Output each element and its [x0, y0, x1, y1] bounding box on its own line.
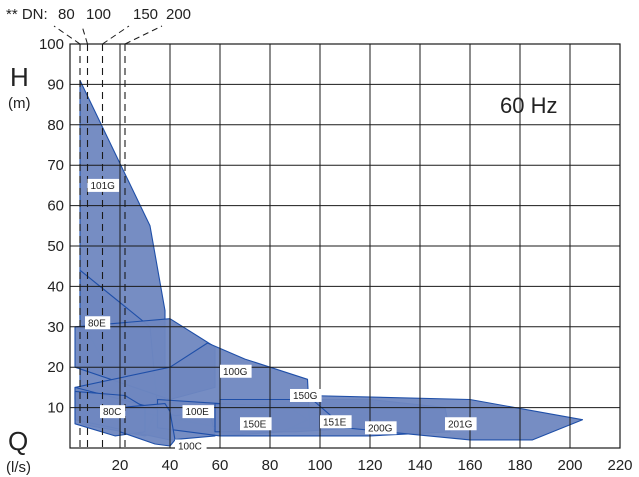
pump-label-box	[445, 417, 477, 431]
x-tick-label: 60	[212, 457, 229, 474]
y-axis-unit: (m)	[8, 95, 31, 112]
y-tick-label: 20	[47, 359, 64, 376]
dn-prefix: ** DN:	[6, 6, 48, 23]
pump-label: 100E	[186, 407, 210, 418]
pump-label-box	[175, 439, 207, 453]
dn-label: 80	[58, 6, 75, 23]
y-tick-label: 30	[47, 319, 64, 336]
pump-label: 201G	[448, 419, 473, 430]
x-axis-letter: Q	[8, 426, 28, 456]
tick-labels: 20 40 60 80 100 120 140 160 180 200 220 10 20 30 40 50 6…	[39, 36, 633, 474]
pump-label: 100G	[223, 367, 248, 378]
y-tick-label: 50	[47, 238, 64, 255]
frequency-label: 60 Hz	[500, 93, 557, 118]
pump-label-box	[240, 417, 272, 431]
pump-label: 100C	[178, 442, 202, 453]
dn-lines: 80 100 150 200	[53, 6, 191, 448]
x-axis-unit: (l/s)	[6, 459, 31, 476]
y-tick-label: 10	[47, 400, 64, 417]
x-tick-label: 160	[457, 457, 482, 474]
x-tick-label: 20	[112, 457, 129, 474]
pump-label: 150E	[243, 419, 267, 430]
y-tick-label: 70	[47, 157, 64, 174]
pump-label-box	[85, 316, 111, 330]
pump-label: 80E	[88, 318, 106, 329]
pump-label: 151E	[323, 417, 347, 428]
y-tick-label: 60	[47, 198, 64, 215]
x-tick-label: 100	[307, 457, 332, 474]
pump-label-box	[220, 364, 252, 378]
dn-leader	[124, 25, 163, 45]
y-axis-letter: H	[10, 62, 29, 92]
y-tick-label: 80	[47, 117, 64, 134]
dn-leader	[53, 25, 81, 45]
x-tick-label: 80	[262, 457, 279, 474]
x-tick-label: 180	[507, 457, 532, 474]
pump-label-box	[87, 178, 120, 192]
grid	[69, 43, 621, 449]
x-tick-label: 220	[607, 457, 632, 474]
y-tick-label: 40	[47, 278, 64, 295]
dn-leader	[81, 25, 88, 45]
dn-label: 150	[133, 6, 158, 23]
pump-label: 150G	[293, 391, 318, 402]
pump-label-box	[320, 415, 352, 429]
x-tick-label: 140	[407, 457, 432, 474]
pump-label: 80C	[103, 407, 121, 418]
pump-label-box	[182, 405, 215, 419]
x-tick-label: 120	[357, 457, 382, 474]
y-tick-label: 90	[47, 76, 64, 93]
pump-label: 200G	[368, 423, 393, 434]
dn-leader	[102, 25, 130, 45]
pump-label-box	[365, 421, 397, 435]
plot-frame	[69, 43, 621, 449]
x-tick-label: 40	[162, 457, 179, 474]
pump-regions	[74, 79, 584, 447]
pump-label-box	[100, 405, 126, 419]
pump-label: 101G	[91, 181, 116, 192]
dn-label: 100	[86, 6, 111, 23]
region-100c	[119, 403, 176, 447]
pump-labels: 101G 80E 100G 150G 100E 150E 151E 200G 201G 80C 10…	[85, 178, 477, 453]
y-tick-label: 100	[39, 36, 64, 53]
dn-label: 200	[166, 6, 191, 23]
pump-label-box	[290, 388, 322, 402]
x-tick-label: 200	[557, 457, 582, 474]
